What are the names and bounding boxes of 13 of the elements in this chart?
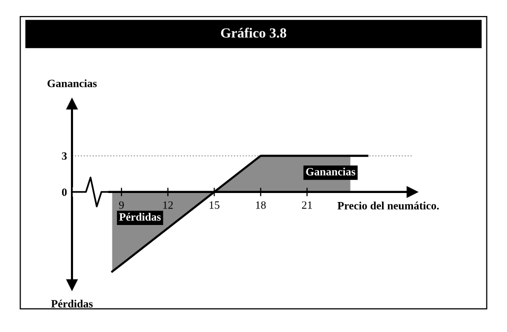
annotation: Ganancias — [306, 168, 356, 176]
y-axis-title: Ganancias — [48, 79, 97, 88]
y-tick-label: 0 — [62, 188, 67, 196]
x-tick-label: 21 — [302, 201, 312, 209]
x-tick-label: 12 — [163, 201, 173, 209]
x-tick-label: 9 — [119, 201, 124, 209]
y-tick-label: 3 — [62, 152, 67, 160]
x-tick-label: 15 — [210, 201, 220, 209]
text: Pérdidas — [51, 300, 93, 308]
chart-title: Gráfico 3.8 — [221, 28, 286, 38]
x-tick-label: 18 — [256, 201, 266, 209]
annotation: Pérdidas — [119, 212, 161, 221]
x-axis-title: Precio del neumático. — [338, 202, 439, 210]
